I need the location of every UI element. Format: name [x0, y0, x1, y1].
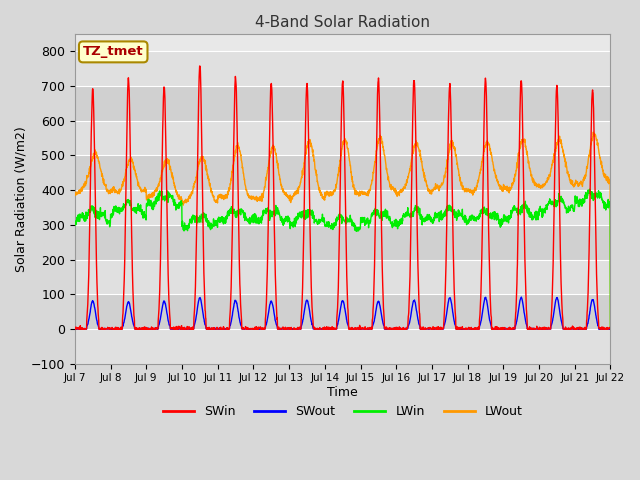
Bar — [75, 156, 611, 190]
Bar — [75, 294, 611, 329]
X-axis label: Time: Time — [327, 386, 358, 399]
Text: TZ_tmet: TZ_tmet — [83, 46, 143, 59]
Bar — [75, 225, 611, 260]
Bar — [75, 121, 611, 156]
Bar — [75, 51, 611, 86]
Y-axis label: Solar Radiation (W/m2): Solar Radiation (W/m2) — [15, 126, 28, 272]
Legend: SWin, SWout, LWin, LWout: SWin, SWout, LWin, LWout — [157, 400, 527, 423]
Title: 4-Band Solar Radiation: 4-Band Solar Radiation — [255, 15, 430, 30]
Bar — [75, 190, 611, 225]
Bar — [75, 329, 611, 364]
Bar — [75, 86, 611, 121]
Bar — [75, 260, 611, 294]
